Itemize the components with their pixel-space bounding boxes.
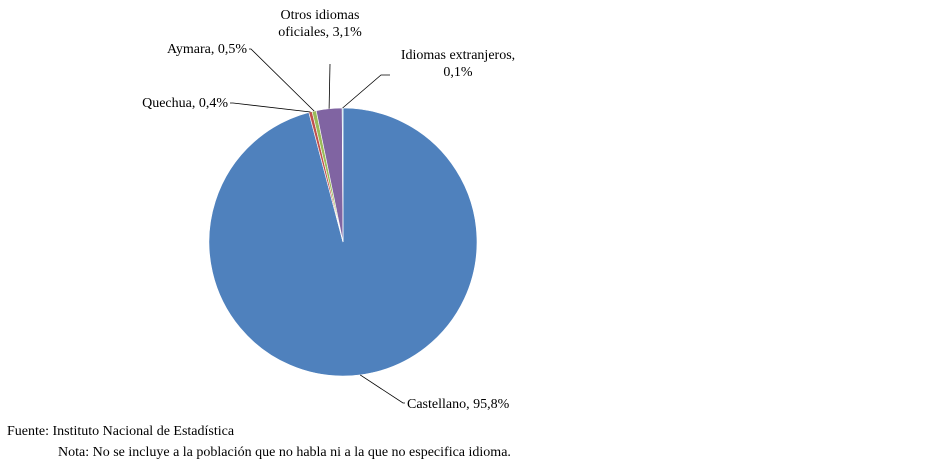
pie-chart: Castellano, 95,8% Quechua, 0,4% Aymara, 0,… [142,8,515,412]
data-labels: Castellano, 95,8% Quechua, 0,4% Aymara, 0,… [142,8,515,412]
leader-line-aymara [249,48,315,112]
data-label-castellano: Castellano, 95,8% [407,397,510,412]
source-note: Fuente: Instituto Nacional de Estadístic… [7,424,235,439]
footnote: Nota: No se incluye a la población que n… [58,445,511,460]
data-label-quechua: Quechua, 0,4% [142,96,228,111]
data-label-otros-idiomas-oficiales: Otros idiomas oficiales, 3,1% [278,8,362,40]
leader-lines [230,48,405,404]
leader-line-otros-idiomas-oficiales [328,63,331,109]
leader-line-idiomas-extranjeros [342,74,390,109]
data-label-aymara: Aymara, 0,5% [167,42,247,57]
pie-slices [208,107,478,377]
leader-line-quechua [230,102,311,113]
leader-line-castellano [359,374,405,404]
data-label-idiomas-extranjeros: Idiomas extranjeros, 0,1% [401,48,515,80]
